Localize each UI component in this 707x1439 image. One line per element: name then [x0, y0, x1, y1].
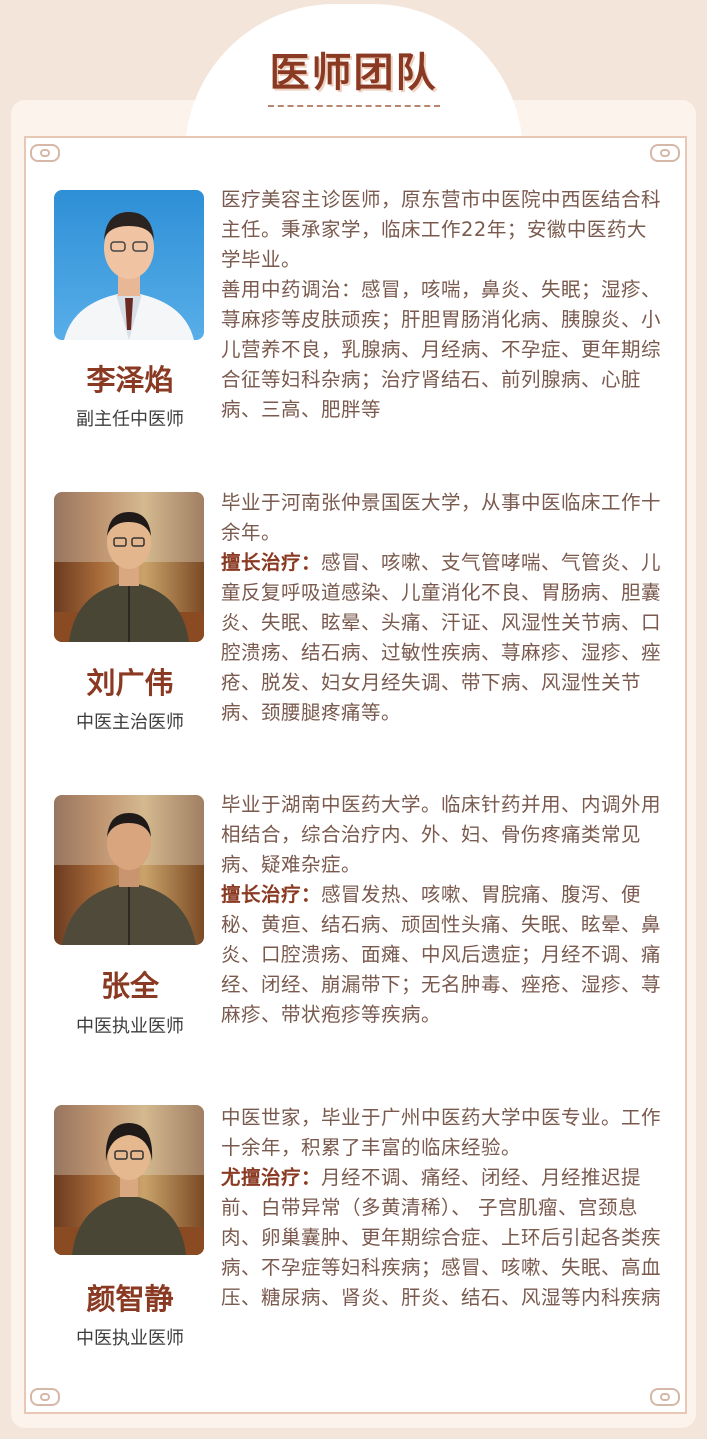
doctor-intro: 医疗美容主诊医师，原东营市中医院中西医结合科主任。秉承家学，临床工作22年；安徽… — [221, 188, 662, 271]
specialty-label: 擅长治疗： — [221, 883, 322, 906]
doctor-specialty: 擅长治疗：感冒、咳嗽、支气管哮喘、气管炎、儿童反复呼吸道感染、儿童消化不良、胃肠… — [221, 548, 665, 728]
doctor-name: 李泽焰 — [86, 363, 174, 397]
specialty-text: 月经不调、痛经、闭经、月经推迟提前、白带异常（多黄清稀）、 子宫肌瘤、宫颈息肉、… — [221, 1166, 662, 1309]
title-divider — [268, 105, 440, 107]
doctor-title: 中医执业医师 — [76, 1016, 184, 1037]
specialty-label: 尤擅治疗： — [221, 1166, 322, 1189]
doctor-name: 刘广伟 — [86, 666, 174, 700]
corner-ornament-icon — [30, 144, 60, 162]
doctor-description: 中医世家，毕业于广州中医药大学中医专业。工作十余年，积累了丰富的临床经验。 尤擅… — [221, 1103, 665, 1313]
doctor-title: 中医执业医师 — [76, 1328, 184, 1349]
doctor-name: 颜智静 — [86, 1282, 174, 1316]
specialty-text: 感冒、咳嗽、支气管哮喘、气管炎、儿童反复呼吸道感染、儿童消化不良、胃肠病、胆囊炎… — [221, 551, 662, 724]
page-title: 医师团队 — [269, 49, 438, 96]
doctor-intro: 毕业于河南张仲景国医大学，从事中医临床工作十余年。 — [221, 491, 662, 544]
doctor-name: 张全 — [100, 969, 159, 1003]
doctor-intro: 中医世家，毕业于广州中医药大学中医专业。工作十余年，积累了丰富的临床经验。 — [221, 1106, 662, 1159]
doctor-specialty: 善用中药调治：感冒，咳喘，鼻炎、失眠；湿疹、荨麻疹等皮肤顽疾；肝胆胃肠消化病、胰… — [221, 275, 665, 425]
specialty-text: 善用中药调治：感冒，咳喘，鼻炎、失眠；湿疹、荨麻疹等皮肤顽疾；肝胆胃肠消化病、胰… — [221, 278, 662, 421]
doctor-photo — [54, 795, 204, 945]
corner-ornament-icon — [650, 144, 680, 162]
doctor-description: 毕业于河南张仲景国医大学，从事中医临床工作十余年。 擅长治疗：感冒、咳嗽、支气管… — [221, 488, 665, 728]
doctor-intro: 毕业于湖南中医药大学。临床针药并用、内调外用相结合，综合治疗内、外、妇、骨伤疼痛… — [221, 793, 662, 876]
doctor-photo — [54, 190, 204, 340]
doctor-specialty: 尤擅治疗：月经不调、痛经、闭经、月经推迟提前、白带异常（多黄清稀）、 子宫肌瘤、… — [221, 1163, 665, 1313]
doctor-description: 医疗美容主诊医师，原东营市中医院中西医结合科主任。秉承家学，临床工作22年；安徽… — [221, 185, 665, 425]
corner-ornament-icon — [650, 1388, 680, 1406]
specialty-text: 感冒发热、咳嗽、胃脘痛、腹泻、便秘、黄疸、结石病、顽固性头痛、失眠、眩晕、鼻炎、… — [221, 883, 662, 1026]
doctor-title: 副主任中医师 — [76, 409, 184, 430]
doctor-title: 中医主治医师 — [76, 712, 184, 733]
corner-ornament-icon — [30, 1388, 60, 1406]
doctor-photo — [54, 492, 204, 642]
doctor-photo — [54, 1105, 204, 1255]
specialty-label: 擅长治疗： — [221, 551, 322, 574]
doctor-specialty: 擅长治疗：感冒发热、咳嗽、胃脘痛、腹泻、便秘、黄疸、结石病、顽固性头痛、失眠、眩… — [221, 880, 665, 1030]
doctor-description: 毕业于湖南中医药大学。临床针药并用、内调外用相结合，综合治疗内、外、妇、骨伤疼痛… — [221, 790, 665, 1030]
